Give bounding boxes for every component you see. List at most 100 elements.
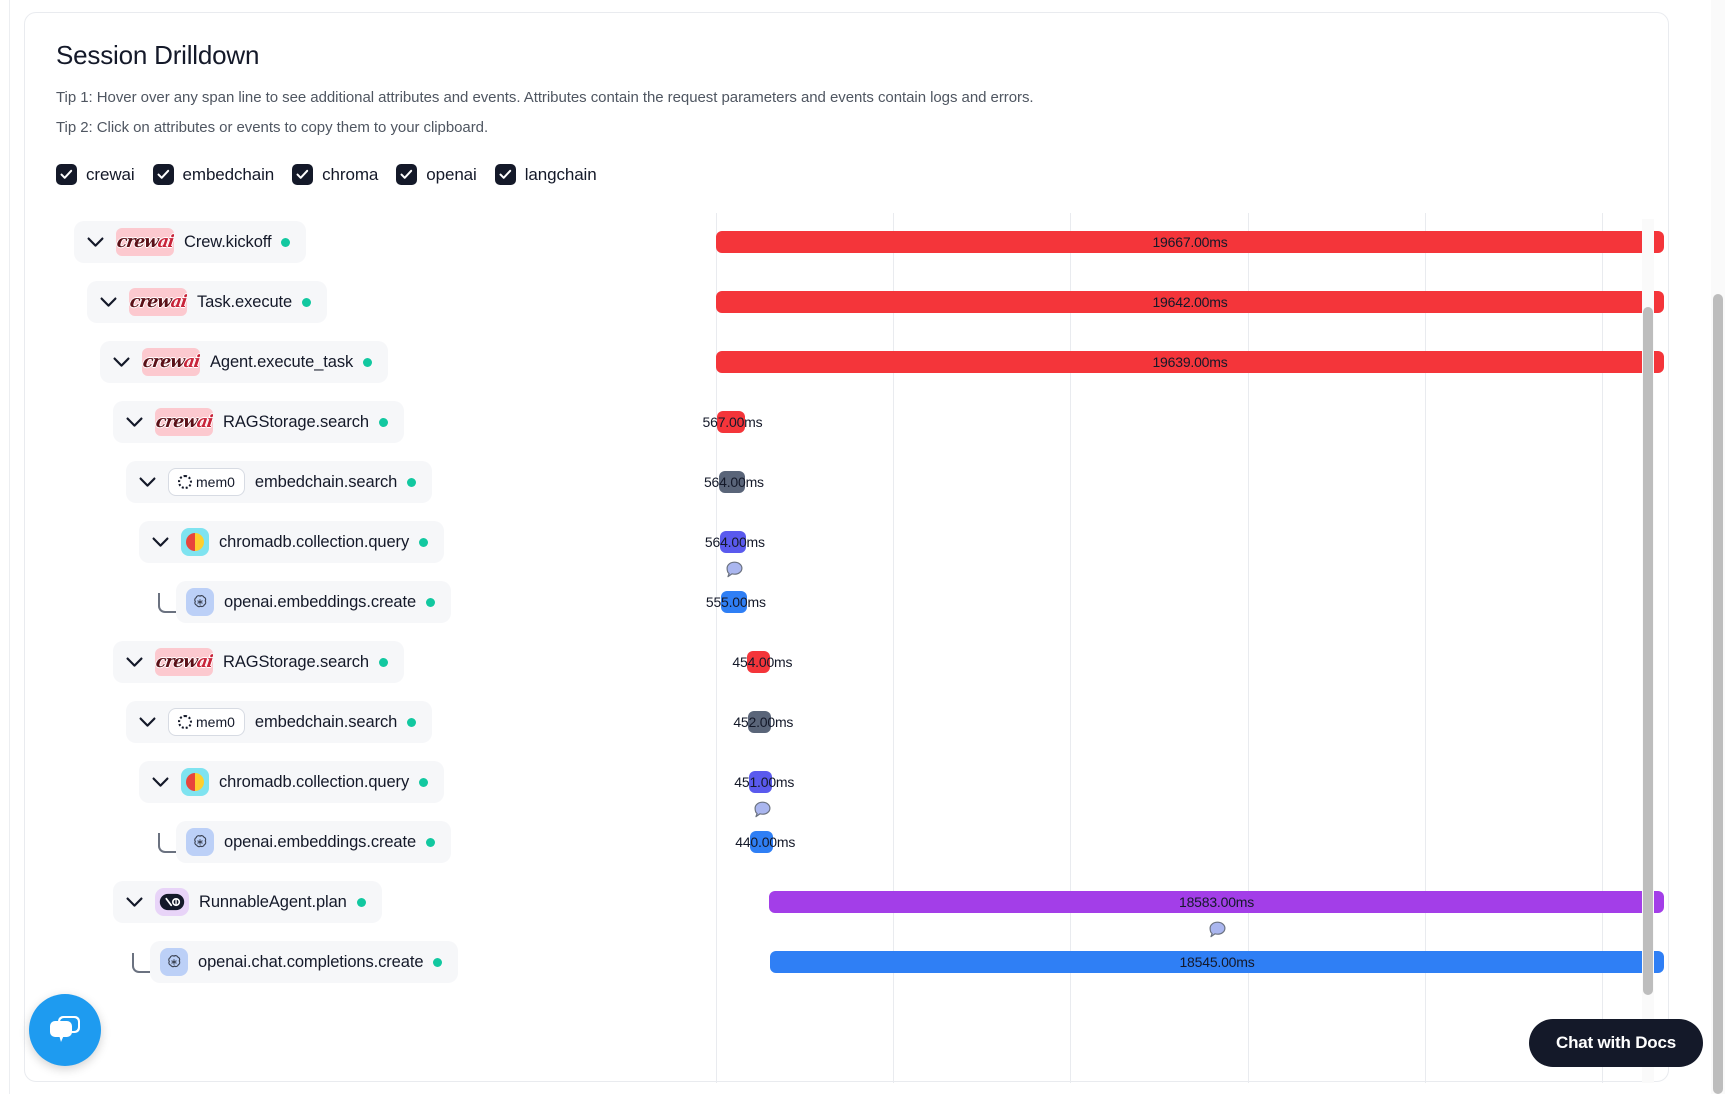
span-duration-bar[interactable] xyxy=(717,411,745,433)
chevron-down-icon xyxy=(126,417,142,427)
span-duration-bar[interactable] xyxy=(769,891,1664,913)
span-duration-label: 555.00ms xyxy=(705,594,766,610)
span-status-dot xyxy=(407,717,417,727)
span-duration-bar[interactable] xyxy=(719,531,747,553)
span-expander-toggle[interactable] xyxy=(123,897,145,908)
span-pill[interactable]: crewai Task.execute xyxy=(87,281,328,323)
span-status-dot xyxy=(419,537,429,547)
gantt-row[interactable]: 555.00ms xyxy=(706,561,1664,633)
chart-gridline xyxy=(716,213,717,1083)
chevron-down-icon xyxy=(113,357,129,367)
filter-openai[interactable]: openai xyxy=(396,164,477,185)
gantt-row[interactable]: 564.00ms xyxy=(705,513,1664,573)
gantt-row[interactable]: 451.00ms xyxy=(716,753,1664,813)
span-row[interactable]: crewai Task.execute xyxy=(56,273,716,333)
span-duration-bar[interactable] xyxy=(720,591,748,613)
span-pill[interactable]: mem0 embedchain.search xyxy=(126,461,433,503)
span-row[interactable]: openai.chat.completions.create xyxy=(56,933,716,993)
gantt-row[interactable]: 454.00ms xyxy=(716,633,1664,693)
span-name: openai.chat.completions.create xyxy=(198,952,424,971)
checkbox-langchain[interactable] xyxy=(494,164,516,185)
event-marker-icon[interactable] xyxy=(753,801,772,820)
span-pill[interactable]: mem0 embedchain.search xyxy=(126,701,433,743)
gantt-row[interactable]: 18545.00ms xyxy=(716,921,1664,993)
span-expander-toggle[interactable] xyxy=(136,717,158,728)
span-pill[interactable]: crewai Crew.kickoff xyxy=(74,221,307,263)
filter-embedchain[interactable]: embedchain xyxy=(152,164,275,185)
span-pill[interactable]: openai.chat.completions.create xyxy=(150,941,459,983)
span-pill[interactable]: openai.embeddings.create xyxy=(176,821,452,863)
span-pill[interactable]: chromadb.collection.query xyxy=(139,521,445,563)
span-row[interactable]: crewai Crew.kickoff xyxy=(56,213,716,273)
span-pill[interactable]: openai.embeddings.create xyxy=(176,581,452,623)
gantt-row[interactable]: 452.00ms xyxy=(716,693,1664,753)
span-row[interactable]: crewai RAGStorage.search xyxy=(56,633,716,693)
span-row[interactable]: mem0 embedchain.search xyxy=(56,453,716,513)
chat-with-docs-button[interactable]: Chat with Docs xyxy=(1529,1019,1703,1067)
filter-label-crewai: crewai xyxy=(86,164,135,184)
chevron-down-icon xyxy=(139,717,155,727)
checkbox-openai[interactable] xyxy=(396,164,418,185)
span-expander-toggle[interactable] xyxy=(149,537,171,548)
filter-label-openai: openai xyxy=(426,164,477,184)
span-duration-bar[interactable] xyxy=(716,291,1664,313)
mem0-logo-icon: mem0 xyxy=(168,468,245,496)
span-row[interactable]: openai.embeddings.create xyxy=(56,573,716,633)
event-marker-icon[interactable] xyxy=(1208,921,1227,940)
gantt-row[interactable]: 18583.00ms xyxy=(716,873,1664,933)
gantt-row[interactable]: 19667.00ms xyxy=(716,213,1664,273)
span-duration-bar[interactable] xyxy=(718,471,746,493)
filter-label-langchain: langchain xyxy=(524,164,597,184)
span-duration-bar[interactable] xyxy=(749,771,772,793)
span-duration-bar[interactable] xyxy=(750,831,773,853)
span-pill[interactable]: crewai RAGStorage.search xyxy=(113,401,404,443)
gantt-row[interactable]: 440.00ms xyxy=(716,801,1664,873)
span-name: embedchain.search xyxy=(254,472,398,491)
span-row[interactable]: chromadb.collection.query xyxy=(56,753,716,813)
filter-crewai[interactable]: crewai xyxy=(56,164,135,185)
span-row[interactable]: RunnableAgent.plan xyxy=(56,873,716,933)
span-row[interactable]: openai.embeddings.create xyxy=(56,813,716,873)
filter-label-chroma: chroma xyxy=(322,164,379,184)
span-expander-toggle[interactable] xyxy=(123,417,145,428)
span-row[interactable]: crewai RAGStorage.search xyxy=(56,393,716,453)
span-event-marker[interactable] xyxy=(1208,921,1227,939)
span-pill[interactable]: chromadb.collection.query xyxy=(139,761,445,803)
span-duration-bar[interactable] xyxy=(770,951,1664,973)
span-event-marker[interactable] xyxy=(753,801,772,819)
span-expander-toggle[interactable] xyxy=(149,777,171,788)
span-event-marker[interactable] xyxy=(725,561,744,579)
filter-label-embedchain: embedchain xyxy=(182,164,275,184)
span-row[interactable]: chromadb.collection.query xyxy=(56,513,716,573)
span-duration-bar[interactable] xyxy=(716,231,1664,253)
span-row[interactable]: mem0 embedchain.search xyxy=(56,693,716,753)
gantt-row[interactable]: 19642.00ms xyxy=(716,273,1664,333)
checkbox-chroma[interactable] xyxy=(292,164,314,185)
filter-chroma[interactable]: chroma xyxy=(292,164,378,185)
span-duration-bar[interactable] xyxy=(716,351,1664,373)
filter-langchain[interactable]: langchain xyxy=(494,164,597,185)
checkbox-crewai[interactable] xyxy=(56,164,77,185)
span-expander-toggle[interactable] xyxy=(97,297,119,308)
span-row[interactable]: crewai Agent.execute_task xyxy=(56,333,716,393)
span-duration-bar[interactable] xyxy=(747,651,771,673)
span-expander-toggle[interactable] xyxy=(84,237,106,248)
span-pill[interactable]: RunnableAgent.plan xyxy=(113,881,382,923)
timeline-scrollbar-thumb[interactable] xyxy=(1643,307,1653,995)
page-scrollbar-thumb[interactable] xyxy=(1713,294,1723,1094)
span-pill[interactable]: crewai RAGStorage.search xyxy=(113,641,404,683)
span-expander-toggle[interactable] xyxy=(110,357,132,368)
gantt-row[interactable]: 567.00ms xyxy=(703,393,1664,453)
span-expander-toggle[interactable] xyxy=(136,477,158,488)
span-duration-label: 19642.00ms xyxy=(1152,294,1228,310)
gantt-row[interactable]: 564.00ms xyxy=(704,453,1664,513)
span-duration-bar[interactable] xyxy=(748,711,771,733)
span-expander-toggle[interactable] xyxy=(123,657,145,668)
event-marker-icon[interactable] xyxy=(725,561,744,580)
gantt-row[interactable]: 19639.00ms xyxy=(716,333,1664,393)
chevron-down-icon xyxy=(126,657,142,667)
span-duration-label: 19667.00ms xyxy=(1152,234,1228,250)
span-pill[interactable]: crewai Agent.execute_task xyxy=(100,341,389,383)
checkbox-embedchain[interactable] xyxy=(152,164,174,185)
chat-launcher-button[interactable] xyxy=(29,994,101,1066)
